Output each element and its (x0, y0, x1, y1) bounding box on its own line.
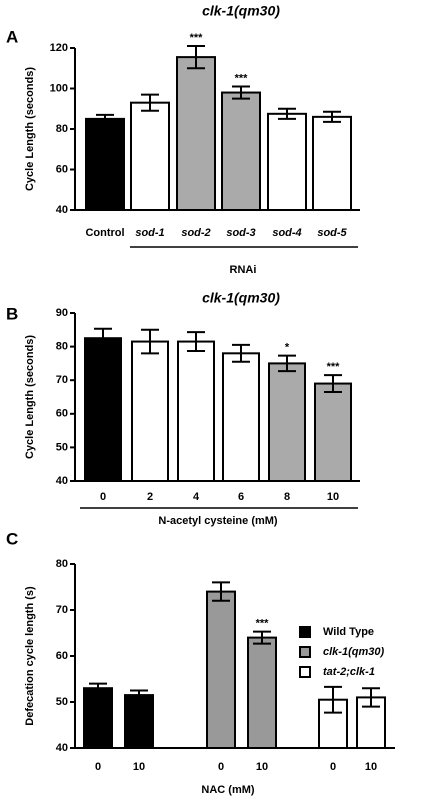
error-bar (232, 85, 250, 100)
error-bar (362, 687, 380, 708)
panel-label: B (6, 304, 18, 323)
error-bar (130, 689, 148, 701)
x-tick-label: 8 (284, 491, 290, 503)
legend-label: clk-1(qm30) (323, 646, 384, 658)
error-bar (278, 107, 296, 120)
y-tick-label: 60 (56, 408, 68, 420)
error-bar (232, 343, 250, 363)
x-tick-label: 10 (256, 761, 268, 773)
y-axis-label: Cycle Length (seconds) (24, 335, 36, 459)
error-bar (323, 110, 341, 123)
error-bar (89, 682, 107, 694)
y-tick-label: 80 (56, 558, 68, 570)
x-tick-label: 10 (365, 761, 377, 773)
y-tick-label: 40 (56, 204, 68, 216)
bar (84, 337, 122, 483)
bar (312, 115, 352, 211)
y-tick-label: 100 (50, 82, 68, 94)
bar (130, 101, 170, 211)
y-tick-label: 50 (56, 696, 68, 708)
x-tick-label: 0 (330, 761, 336, 773)
error-bar (141, 328, 159, 355)
chart-title: clk-1(qm30) (202, 3, 280, 19)
error-bar (141, 93, 159, 112)
bar (177, 340, 215, 482)
error-bar (212, 581, 230, 602)
significance: *** (256, 618, 270, 630)
y-tick-label: 60 (56, 163, 68, 175)
bar (222, 352, 260, 483)
error-bar (187, 331, 205, 352)
x-axis-label: RNAi (230, 264, 257, 276)
panel-label: A (6, 27, 18, 46)
bar (131, 340, 169, 482)
bar (268, 362, 306, 482)
error-bar (324, 685, 342, 714)
y-axis-label: Defecation cycle length (s) (24, 586, 36, 726)
x-tick-label: 6 (238, 491, 244, 503)
y-tick-label: 50 (56, 441, 68, 453)
x-tick-label: 2 (147, 491, 153, 503)
y-tick-label: 90 (56, 307, 68, 319)
bar (206, 590, 236, 749)
x-tick-label: 10 (133, 761, 145, 773)
chart-title: clk-1(qm30) (202, 290, 280, 306)
y-tick-label: 70 (56, 604, 68, 616)
bar (85, 117, 125, 211)
significance: *** (235, 72, 249, 84)
error-bar (96, 113, 114, 124)
bar (83, 687, 113, 750)
x-tick-label: 0 (100, 491, 106, 503)
y-tick-label: 80 (56, 123, 68, 135)
x-tick-label: 0 (218, 761, 224, 773)
y-tick-label: 40 (56, 475, 68, 487)
error-bar (278, 354, 296, 373)
legend-swatch (299, 626, 311, 638)
bar (176, 56, 216, 211)
panel-label: C (6, 529, 18, 548)
x-tick-label: 4 (193, 491, 200, 503)
error-bar (187, 44, 205, 70)
y-tick-label: 60 (56, 650, 68, 662)
y-axis-label: Cycle Length (seconds) (24, 67, 36, 191)
legend-swatch (299, 646, 311, 658)
x-tick-label: sod-5 (317, 227, 347, 239)
error-bar (324, 374, 342, 393)
x-tick-label: sod-3 (226, 227, 255, 239)
y-tick-label: 70 (56, 374, 68, 386)
significance: *** (327, 361, 341, 373)
bar (124, 694, 154, 749)
error-bar (253, 630, 271, 645)
significance: * (285, 342, 290, 354)
legend-swatch (299, 666, 311, 678)
x-tick-label: sod-4 (272, 227, 301, 239)
bar (314, 382, 352, 482)
x-tick-label: sod-2 (181, 227, 210, 239)
x-tick-label: 10 (327, 491, 339, 503)
bar (221, 91, 261, 211)
x-tick-label: 0 (95, 761, 101, 773)
y-tick-label: 120 (50, 42, 68, 54)
significance: *** (190, 32, 204, 44)
x-axis-label: NAC (mM) (201, 784, 254, 796)
error-bar (94, 327, 112, 349)
bar (247, 636, 277, 749)
x-tick-label: sod-1 (135, 227, 164, 239)
bar (267, 112, 307, 211)
y-tick-label: 80 (56, 341, 68, 353)
x-axis-label: N-acetyl cysteine (mM) (158, 515, 278, 527)
legend-label: Wild Type (323, 626, 374, 638)
y-tick-label: 40 (56, 742, 68, 754)
x-tick-label: Control (85, 227, 124, 239)
legend-label: tat-2;clk-1 (323, 666, 375, 678)
